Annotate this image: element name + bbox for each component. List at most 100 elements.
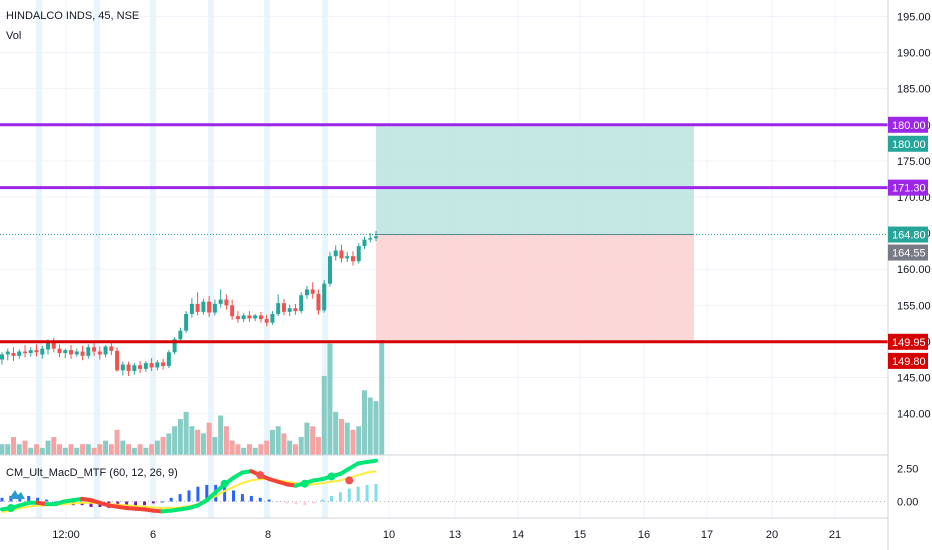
volume-label: Vol [6,30,22,42]
macd-hist-bar [365,484,369,502]
candle-body [316,293,321,311]
cross-dot [220,479,229,488]
candle-body [103,346,108,355]
macd-hist-bar [258,497,262,502]
volume-bar [269,429,275,455]
price-tick-label: 145.00 [897,373,931,385]
session-band [264,0,270,518]
macd-hist-bar [223,486,227,502]
candle-body [86,347,91,356]
volume-bar [298,437,304,455]
session-highlights [36,0,328,518]
time-tick-label: 20 [766,529,778,541]
candle-body [34,350,39,353]
candle-body [304,289,309,296]
macd-hist-bar [187,490,191,502]
candle-body [46,342,51,350]
volume-bar [68,444,74,455]
volume-bars [0,340,385,455]
level-tag-149.95-bg [888,333,928,350]
volume-bar [154,440,160,455]
macd-hist-bar [27,495,31,502]
volume-bar [131,447,137,455]
candle-body [230,305,235,317]
volume-bar [350,429,356,455]
target-tag-bg [888,135,928,152]
volume-bar [189,426,195,455]
candle-body [299,295,304,312]
horizontal-levels[interactable] [0,123,888,344]
target-tag: 180.00 [892,139,926,151]
volume-bar [39,447,45,455]
macd-hist-bar [45,499,49,502]
session-band [322,0,328,518]
macd-hist-bar [249,495,253,502]
stop-tag-bg [888,352,928,369]
volume-bar [264,440,270,455]
volume-bar [235,444,241,455]
candle-body [339,250,344,259]
candle-body [362,239,367,247]
macd-hist-bar [294,501,298,505]
macd-hist-bar [232,490,236,502]
session-band [36,0,42,518]
candle-body [310,289,315,294]
volume-bar [241,447,247,455]
volume-bar [333,411,339,455]
candle-body [184,314,189,331]
candles [0,230,378,377]
volume-bar [229,440,235,455]
volume-bar [85,444,91,455]
candle-body [80,351,85,356]
volume-bar [120,440,126,455]
price-tick-label: 140.00 [897,409,931,421]
price-tick-label: 160.00 [897,264,931,276]
macd-hist-bar [312,501,316,504]
candle-body [11,353,16,356]
macd-hist-bar [338,492,342,502]
price-tick-label: 190.00 [897,48,931,60]
volume-bar [258,444,264,455]
volume-bar [149,444,155,455]
symbol-title: HINDALCO INDS, 45, NSE [6,10,140,22]
volume-bar [327,343,333,455]
macd-hist-bar [125,501,129,507]
session-band [208,0,214,518]
stop-zone [376,234,694,343]
candle-body [51,342,56,349]
volume-bar [195,429,201,455]
candle-body [374,236,378,239]
candle-body [40,348,45,355]
price-tick-label: 185.00 [897,84,931,96]
position-zones[interactable] [0,124,888,343]
volume-bar [315,437,321,455]
volume-bar [160,437,166,455]
target-zone [376,124,694,235]
candle-body [270,314,275,323]
indicator-tick-label: 0.00 [897,496,918,508]
volume-bar [356,426,362,455]
candle-body [57,348,62,353]
candle-body [92,347,97,352]
volume-bar [206,422,212,455]
time-tick-label: 21 [829,529,841,541]
volume-bar [281,433,287,455]
macd-hist-bar [356,486,360,502]
volume-bar [0,444,5,455]
cross-dot [6,504,15,513]
volume-bar [200,433,206,455]
candle-body [120,364,125,371]
volume-bar [34,444,40,455]
entry-tag: 164.80 [892,230,926,242]
level-tag-149.95: 149.95 [892,337,926,349]
candle-body [109,346,114,351]
indicator-tick-label: 2.50 [897,464,918,476]
macd-pane [0,454,932,514]
candle-body [207,301,212,313]
last-price-tag: 164.55 [892,248,926,260]
candle-body [258,315,263,320]
macd-hist-bar [134,501,138,507]
candle-body [333,250,338,257]
